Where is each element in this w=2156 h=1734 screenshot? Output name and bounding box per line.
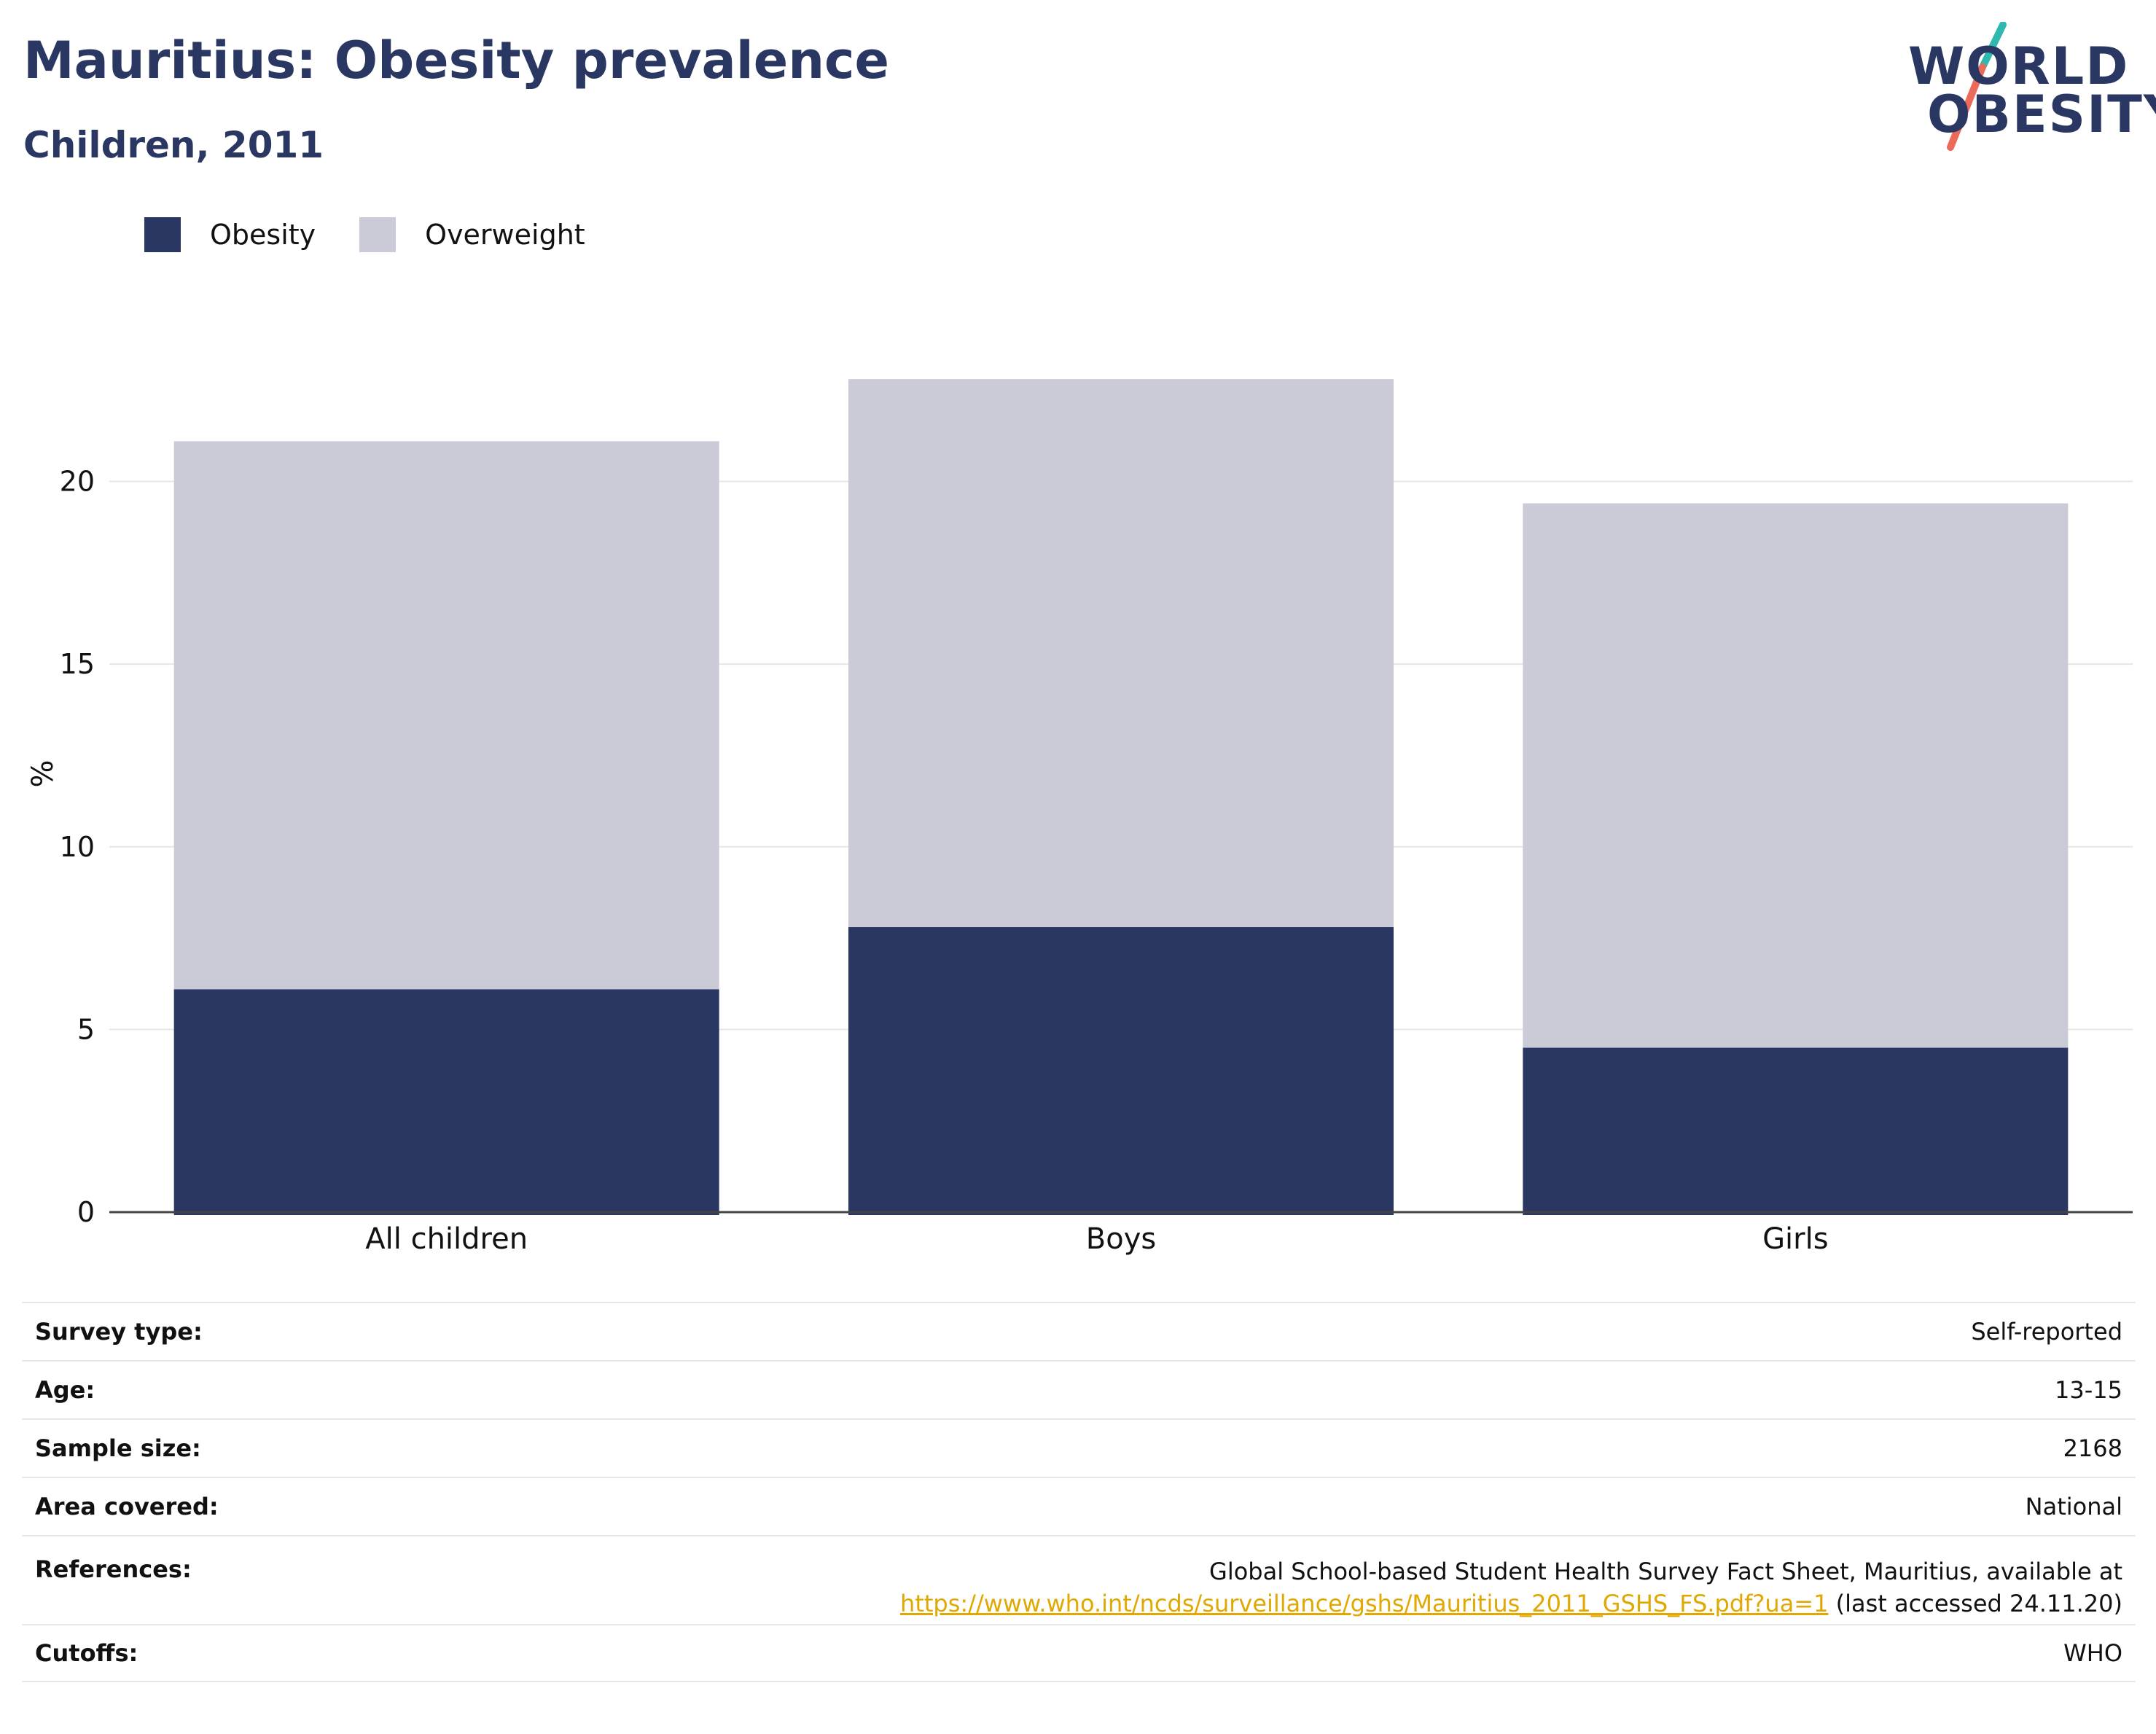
- info-label: Sample size:: [35, 1434, 201, 1462]
- info-row: Age: 13-15: [22, 1360, 2136, 1418]
- x-tick-label: All children: [365, 1222, 528, 1256]
- info-label: Cutoffs:: [35, 1639, 138, 1667]
- info-value: 13-15: [2055, 1376, 2122, 1404]
- info-value: WHO: [2063, 1639, 2122, 1667]
- reference-link[interactable]: https://www.who.int/ncds/surveillance/gs…: [900, 1590, 1829, 1617]
- info-row: Area covered: National: [22, 1477, 2136, 1535]
- bar-overweight-boys: [848, 379, 1394, 928]
- info-row: Survey type: Self-reported: [22, 1302, 2136, 1360]
- reference-suffix: (last accessed 24.11.20): [1828, 1590, 2122, 1617]
- legend-label-overweight: Overweight: [425, 219, 585, 251]
- y-tick-label: 5: [77, 1013, 95, 1045]
- info-label: Survey type:: [35, 1318, 203, 1346]
- y-axis-label: %: [26, 759, 60, 787]
- info-table: Survey type: Self-reported Age: 13-15 Sample…: [22, 1302, 2136, 1682]
- logo-text-obesity: OBESITY: [1927, 85, 2156, 144]
- x-tick-label: Boys: [1086, 1222, 1156, 1256]
- bar-obesity-all-children: [173, 989, 719, 1215]
- bar-overweight-girls: [1523, 503, 2069, 1048]
- info-value: 2168: [2063, 1434, 2122, 1462]
- legend-swatch-overweight: [359, 217, 397, 252]
- info-row: Sample size: 2168: [22, 1418, 2136, 1477]
- info-label: References:: [35, 1555, 192, 1583]
- y-tick-label: 10: [60, 831, 95, 863]
- logo-text-world: WORLD: [1908, 36, 2130, 96]
- legend: Obesity Overweight: [144, 216, 629, 254]
- bar-obesity-boys: [848, 927, 1394, 1215]
- chart-subtitle: Children, 2011: [23, 124, 324, 166]
- bar-overweight-all-children: [173, 441, 719, 990]
- reference-text: Global School-based Student Health Surve…: [1209, 1558, 2122, 1585]
- logo-slash-icon: [1947, 22, 2007, 151]
- y-tick-label: 0: [77, 1196, 95, 1228]
- bar-obesity-girls: [1523, 1047, 2069, 1215]
- info-row: Cutoffs: WHO: [22, 1624, 2136, 1682]
- y-tick-label: 20: [60, 466, 95, 498]
- info-row: References: Global School-based Student H…: [22, 1535, 2136, 1624]
- y-tick-label: 15: [60, 648, 95, 680]
- x-tick-label: Girls: [1762, 1222, 1829, 1256]
- info-label: Age:: [35, 1376, 95, 1404]
- legend-item-overweight[interactable]: Overweight: [359, 217, 585, 252]
- info-value: Self-reported: [1971, 1318, 2122, 1346]
- legend-label-obesity: Obesity: [210, 219, 316, 251]
- info-value: Global School-based Student Health Surve…: [900, 1555, 2122, 1620]
- legend-swatch-obesity: [144, 217, 181, 252]
- world-obesity-logo: WORLD OBESITY: [1895, 22, 2156, 153]
- info-value: National: [2025, 1493, 2122, 1520]
- bar-chart: 0 5 10 15 20% All children Boys Girls: [26, 379, 2133, 1256]
- chart-title: Mauritius: Obesity prevalence: [23, 31, 890, 90]
- info-label: Area covered:: [35, 1493, 219, 1520]
- legend-item-obesity[interactable]: Obesity: [144, 217, 316, 252]
